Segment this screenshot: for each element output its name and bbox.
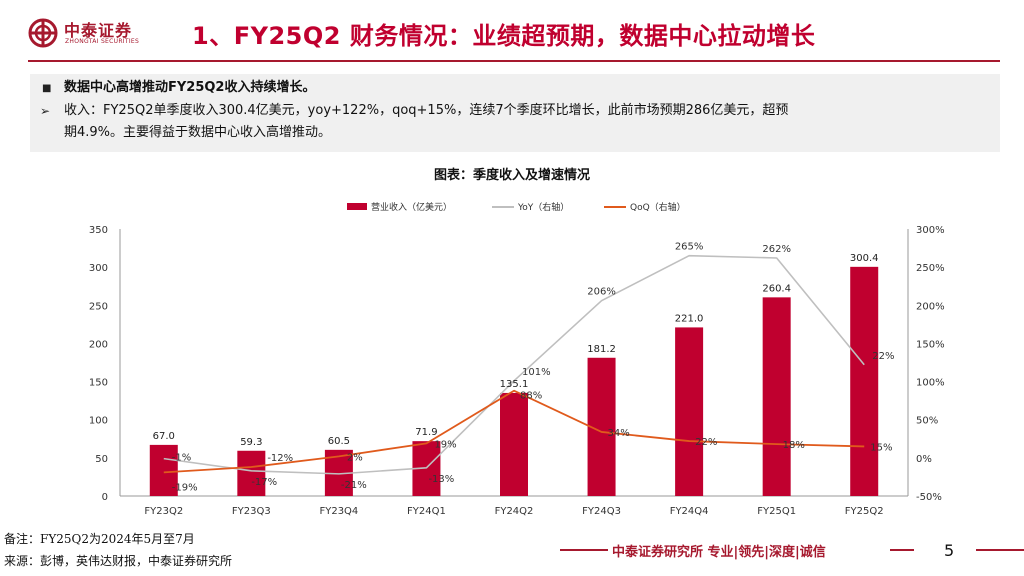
revenue-data-label: 260.4 <box>762 283 791 294</box>
right-axis-tick-label: 50% <box>916 416 938 427</box>
qoq-data-label: 15% <box>870 442 892 453</box>
legend-qoq-label: QoQ（右轴） <box>630 201 686 213</box>
qoq-line <box>163 389 865 474</box>
right-axis-tick-label: 250% <box>916 263 945 274</box>
revenue-bar <box>500 392 528 496</box>
x-axis-category-label: FY23Q3 <box>232 506 271 517</box>
yoy-data-label: 265% <box>675 242 704 253</box>
footnote: 备注：FY25Q2为2024年5月至7月 <box>4 532 195 546</box>
revenue-bar <box>675 327 704 496</box>
revenue-bar <box>762 297 791 496</box>
revenue-bar <box>850 266 879 496</box>
x-axis-category-label: FY23Q2 <box>144 506 183 517</box>
x-axis-category-label: FY24Q1 <box>407 506 446 517</box>
right-axis-tick-label: 300% <box>916 225 945 236</box>
logo-english-name: ZHONGTAI SECURITIES <box>65 38 140 45</box>
yoy-data-label: 206% <box>587 287 616 298</box>
right-axis-tick-label: 100% <box>916 378 945 389</box>
x-axis-category-label: FY24Q4 <box>670 506 709 517</box>
revenue-growth-chart: 0 50 100 150 200 250 300 350 -50% 0% 50% 100% 150% 20… <box>89 201 945 517</box>
qoq-data-label: 18% <box>783 440 805 451</box>
footer-divider-right <box>976 549 1024 551</box>
right-axis-tick-label: 200% <box>916 301 945 312</box>
qoq-data-label: 19% <box>434 439 456 450</box>
revenue-data-label: 60.5 <box>328 436 350 447</box>
footer-slogan: 中泰证券研究所 专业|领先|深度|诚信 <box>612 545 826 560</box>
qoq-data-label: 34% <box>608 428 630 439</box>
title-divider <box>28 60 1000 62</box>
summary-headline: 数据中心高增推动FY25Q2收入持续增长。 <box>64 80 316 95</box>
yoy-data-label: -1% <box>172 453 191 464</box>
qoq-data-label: 22% <box>695 437 717 448</box>
qoq-data-label: -19% <box>172 482 198 493</box>
revenue-data-label: 71.9 <box>415 427 437 438</box>
revenue-bar <box>149 444 178 496</box>
x-axis-category-label: FY25Q1 <box>757 506 796 517</box>
revenue-data-label: 59.3 <box>240 437 262 448</box>
left-axis-tick-label: 250 <box>89 301 108 312</box>
page-number: 5 <box>944 541 955 560</box>
summary-body-line-1: 收入：FY25Q2单季度收入300.4亿美元，yoy+122%，qoq+15%，… <box>64 103 789 118</box>
summary-box: ■ 数据中心高增推动FY25Q2收入持续增长。 ➢ 收入：FY25Q2单季度收入… <box>30 74 1000 152</box>
legend-yoy-label: YoY（右轴） <box>517 201 569 213</box>
source-note: 来源：彭博，英伟达财报，中泰证券研究所 <box>4 554 233 568</box>
yoy-data-label: -13% <box>428 474 454 485</box>
left-axis-tick-label: 100 <box>89 416 108 427</box>
revenue-data-label: 135.1 <box>500 379 529 390</box>
x-axis-category-label: FY23Q4 <box>319 506 358 517</box>
qoq-data-label: 88% <box>520 391 542 402</box>
revenue-data-label: 221.0 <box>675 313 704 324</box>
qoq-data-label: 2% <box>347 452 363 463</box>
left-axis-tick-label: 0 <box>102 492 108 503</box>
x-axis-category-label: FY25Q2 <box>845 506 884 517</box>
left-axis-tick-label: 350 <box>89 225 108 236</box>
zhongtai-logo-icon <box>28 18 58 48</box>
brand-logo: 中泰证券 ZHONGTAI SECURITIES <box>28 16 178 56</box>
legend-revenue-label: 营业收入（亿美元） <box>371 201 452 213</box>
revenue-data-label: 300.4 <box>850 253 879 264</box>
left-axis-tick-label: 150 <box>89 378 108 389</box>
square-bullet-icon: ■ <box>42 83 52 94</box>
footer-divider-mid <box>890 549 914 551</box>
revenue-data-label: 181.2 <box>587 344 616 355</box>
revenue-data-label: 67.0 <box>153 431 175 442</box>
revenue-bar <box>237 450 266 496</box>
x-axis-category-label: FY24Q3 <box>582 506 621 517</box>
qoq-data-label: -12% <box>267 453 293 464</box>
right-axis-tick-label: 150% <box>916 339 945 350</box>
logo-chinese-name: 中泰证券 <box>64 21 133 40</box>
arrow-bullet-icon: ➢ <box>40 104 51 118</box>
yoy-line <box>163 254 865 475</box>
yoy-data-label: -17% <box>251 477 277 488</box>
chart-title: 图表：季度收入及增速情况 <box>433 168 590 183</box>
x-axis-category-label: FY24Q2 <box>495 506 534 517</box>
right-axis-tick-label: 0% <box>916 454 932 465</box>
yoy-data-label: 262% <box>762 244 791 255</box>
yoy-data-label: 22% <box>872 351 894 362</box>
footer-divider-left <box>560 549 608 551</box>
yoy-data-label: -21% <box>341 480 367 491</box>
left-axis-tick-label: 50 <box>95 454 108 465</box>
left-axis-tick-label: 300 <box>89 263 108 274</box>
yoy-data-label: 101% <box>522 367 551 378</box>
summary-body-line-2: 期4.9%。主要得益于数据中心收入高增推动。 <box>64 125 332 140</box>
left-axis-tick-label: 200 <box>89 339 108 350</box>
legend-revenue-swatch <box>347 203 367 210</box>
right-axis-tick-label: -50% <box>916 492 942 503</box>
page-title: 1、FY25Q2 财务情况：业绩超预期，数据中心拉动增长 <box>192 22 816 50</box>
